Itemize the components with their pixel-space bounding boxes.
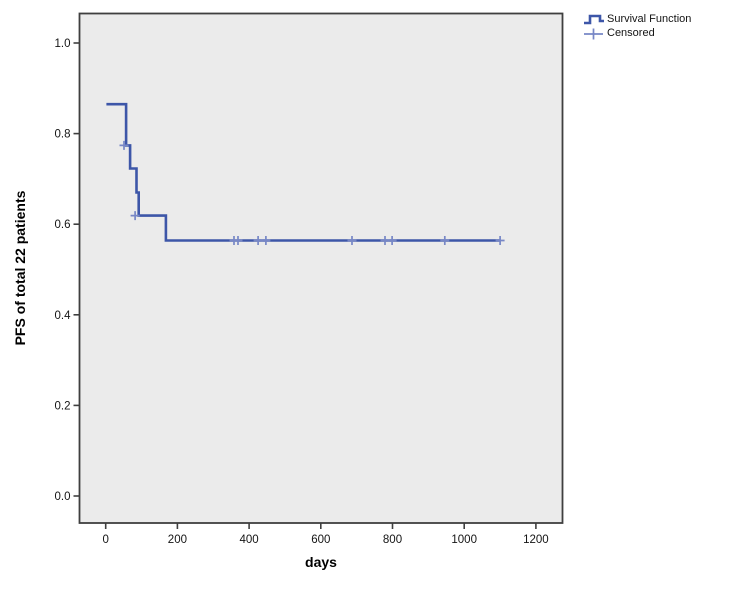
- legend-item-survival: Survival Function: [583, 13, 691, 26]
- y-tick-label: 0.8: [55, 129, 71, 141]
- censored-mark: [387, 236, 397, 245]
- legend-survival-label: Survival Function: [607, 13, 692, 25]
- plot-border: [78, 12, 564, 524]
- chart-legend: Survival Function Censored: [583, 13, 691, 40]
- x-tick-label: 400: [240, 534, 259, 546]
- y-tick-label: 1.0: [55, 38, 71, 50]
- y-tick-label: 0.6: [55, 219, 71, 231]
- censored-mark: [130, 211, 140, 221]
- x-tick-label: 0: [102, 534, 108, 546]
- x-axis-title: days: [305, 554, 337, 570]
- axis-ticks: 1.0 0.8 0.6 0.4 0.2 0.0 0 200 400 600 800 1000 1200: [55, 38, 549, 546]
- x-tick-label: 600: [311, 534, 330, 546]
- survival-line-icon: [584, 14, 604, 25]
- censored-mark: [119, 140, 129, 150]
- y-axis-title: PFS of total 22 patients: [12, 190, 28, 345]
- x-tick-label: 200: [168, 534, 187, 546]
- censored-mark: [253, 236, 263, 245]
- censored-mark: [347, 236, 357, 245]
- survival-step-line: [106, 102, 501, 242]
- legend-censored-label: Censored: [607, 27, 655, 39]
- y-tick-label: 0.4: [55, 310, 72, 322]
- censored-plus-icon: [584, 28, 603, 40]
- censored-mark: [440, 236, 450, 245]
- x-tick-label: 800: [383, 534, 402, 546]
- y-tick-label: 0.0: [55, 491, 71, 503]
- plot-area: [79, 13, 563, 523]
- censored-mark: [261, 236, 271, 245]
- y-tick-label: 0.2: [55, 400, 71, 412]
- censored-marks: [119, 140, 505, 245]
- legend-item-censored: Censored: [583, 27, 691, 40]
- censored-mark: [495, 236, 505, 245]
- censored-mark: [233, 236, 243, 245]
- x-tick-label: 1200: [523, 534, 549, 546]
- x-tick-label: 1000: [451, 534, 477, 546]
